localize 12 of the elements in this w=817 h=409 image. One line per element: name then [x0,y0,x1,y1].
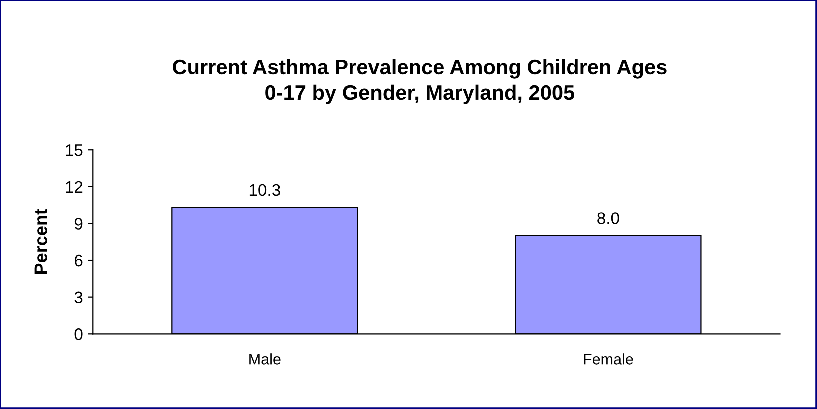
y-axis-title: Percent [34,209,48,274]
data-label: 10.3 [250,184,280,196]
y-tick-label: 6 [74,254,83,267]
data-label: 8.0 [598,212,620,224]
x-tick-label: Male [250,354,281,365]
y-tick-label: 9 [74,218,83,230]
y-tick-label: 3 [74,292,83,304]
x-tick-label: Female [584,354,634,365]
chart-title: Current Asthma Prevalence Among Children Ages 0-17 by Gender, Maryland, 2005 [173,59,667,104]
y-tick-label: 0 [74,328,83,340]
y-tick-label: 12 [66,181,83,193]
y-tick-label: 15 [66,144,83,156]
